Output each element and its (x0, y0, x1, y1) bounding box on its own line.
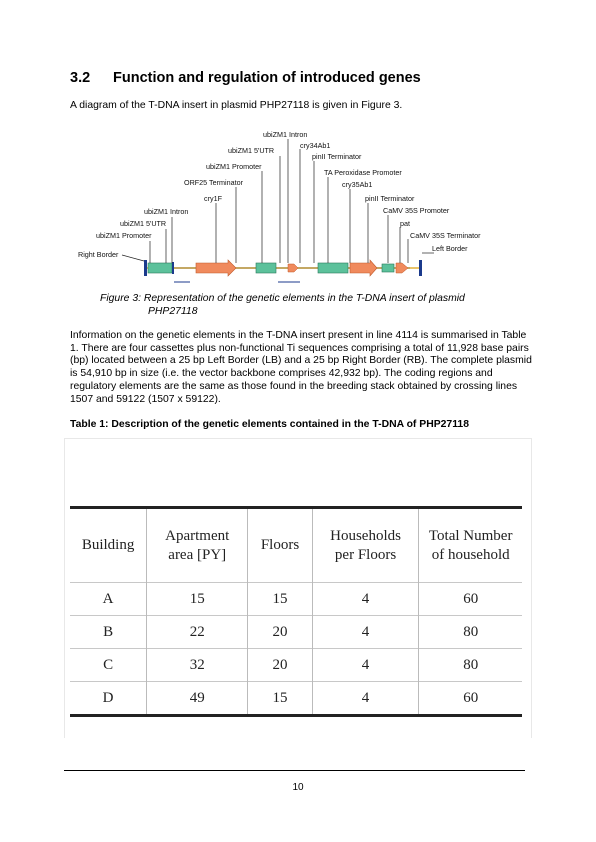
left-border-marker (419, 260, 422, 276)
cell-households: 4 (311, 615, 419, 649)
label-right-border: Right Border (78, 250, 119, 259)
table-row: B 22 20 4 80 (70, 615, 522, 649)
figure-caption-line1: Figure 3: Representation of the genetic … (100, 293, 465, 304)
label-ubizm1-intron-top: ubiZM1 Intron (263, 130, 307, 139)
table-image-edge-left (64, 438, 65, 738)
figure-caption-line2: PHP27118 (148, 305, 198, 317)
cell-floors: 20 (247, 615, 313, 649)
cell-area: 15 (146, 582, 248, 616)
intro-paragraph: A diagram of the T-DNA insert in plasmid… (70, 100, 403, 111)
section-title: Function and regulation of introduced ge… (113, 70, 421, 86)
label-ubizm1-intron: ubiZM1 Intron (144, 207, 188, 216)
right-border-marker (144, 260, 147, 276)
cell-total: 60 (418, 681, 522, 716)
cell-area: 49 (146, 681, 248, 716)
cell-total: 60 (418, 582, 522, 616)
header-apartment-area: Apartment area [PY] (146, 507, 248, 583)
orf25-terminator-block (255, 262, 277, 274)
table-row: D 49 15 4 60 (70, 681, 522, 716)
cell-floors: 15 (247, 681, 313, 716)
header-households-per-floors: Households per Floors (311, 507, 419, 583)
table-row: A 15 15 4 60 (70, 582, 522, 616)
label-left-border: Left Border (432, 244, 468, 253)
label-ta-peroxidase-promoter: TA Peroxidase Promoter (324, 168, 402, 177)
leader-18 (121, 254, 145, 262)
table-row: C 32 20 4 80 (70, 648, 522, 682)
figure-caption: Figure 3: Representation of the genetic … (100, 293, 500, 318)
page-number: 10 (292, 782, 304, 793)
ta-peroxidase-block (317, 262, 349, 274)
table-image: Building Apartment area [PY] Floors Hous… (64, 438, 532, 748)
building-table: Building Apartment area [PY] Floors Hous… (70, 506, 522, 717)
section-heading: 3.2 Function and regulation of introduced… (70, 70, 421, 86)
cry1f-arrow (195, 259, 237, 277)
label-ubizm1-promoter-top: ubiZM1 Promoter (206, 162, 262, 171)
pat-arrow (395, 262, 409, 274)
label-pinii-terminator-1: pinII Terminator (312, 152, 362, 161)
section-number: 3.2 (70, 70, 91, 86)
table-header-row: Building Apartment area [PY] Floors Hous… (70, 507, 522, 583)
label-pinii-terminator-2: pinII Terminator (365, 194, 415, 203)
cell-total: 80 (418, 615, 522, 649)
label-camv-35s-promoter: CaMV 35S Promoter (383, 206, 450, 215)
label-ubizm1-5utr-top: ubiZM1 5'UTR (228, 146, 274, 155)
ubizm1-promoter-block (147, 262, 173, 274)
cell-building: C (70, 648, 147, 682)
cell-floors: 15 (247, 582, 313, 616)
label-cry34ab1: cry34Ab1 (300, 141, 330, 150)
label-ubizm1-5utr: ubiZM1 5'UTR (120, 219, 166, 228)
cell-total: 80 (418, 648, 522, 682)
label-orf25-terminator: ORF25 Terminator (184, 178, 244, 187)
cell-building: A (70, 582, 147, 616)
table-title: Table 1: Description of the genetic elem… (70, 419, 469, 430)
cell-households: 4 (311, 681, 419, 716)
intron-marker (172, 262, 174, 274)
cry35ab1-arrow (349, 259, 378, 277)
label-cry1f: cry1F (204, 194, 223, 203)
label-cry35ab1: cry35Ab1 (342, 180, 372, 189)
footer-rule (64, 770, 525, 771)
cell-households: 4 (311, 648, 419, 682)
header-floors: Floors (247, 507, 313, 583)
cell-area: 32 (146, 648, 248, 682)
t-dna-diagram: ubiZM1 Intron ubiZM1 5'UTR cry34Ab1 pinI… (78, 130, 481, 283)
header-building: Building (81, 537, 135, 553)
label-ubizm1-promoter: ubiZM1 Promoter (96, 231, 152, 240)
cell-building: D (70, 681, 147, 716)
cell-households: 4 (311, 582, 419, 616)
table-image-edge-right (531, 438, 532, 738)
header-total-number: Total Number of household (418, 507, 522, 583)
label-pat: pat (400, 219, 410, 228)
cell-floors: 20 (247, 648, 313, 682)
cell-area: 22 (146, 615, 248, 649)
body-paragraph: Information on the genetic elements in t… (70, 330, 532, 405)
camv-promoter-block (381, 263, 395, 273)
pinii-terminator-arrow (287, 263, 299, 273)
cell-building: B (70, 615, 147, 649)
label-camv-35s-terminator: CaMV 35S Terminator (410, 231, 481, 240)
table-image-edge-top (64, 438, 532, 439)
